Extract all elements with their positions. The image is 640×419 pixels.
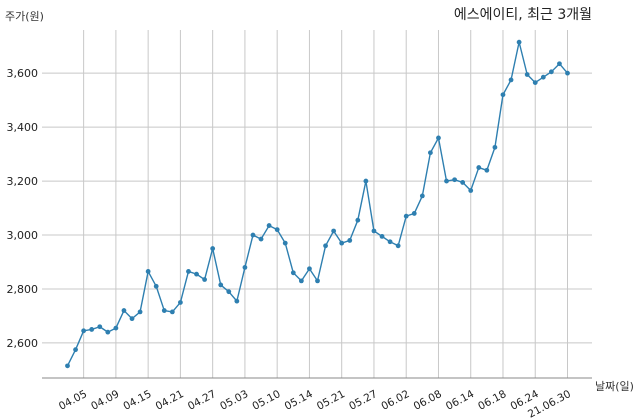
price-point bbox=[565, 70, 570, 76]
price-point bbox=[355, 217, 361, 223]
price-point bbox=[161, 308, 167, 313]
y-tick-label: 2,800 bbox=[7, 283, 39, 296]
price-series bbox=[65, 39, 570, 369]
price-point bbox=[274, 227, 280, 233]
price-point bbox=[548, 69, 554, 75]
price-point bbox=[540, 74, 546, 80]
price-point bbox=[371, 228, 377, 234]
y-tick-label: 3,600 bbox=[7, 67, 39, 80]
price-point bbox=[315, 278, 320, 284]
y-tick-labels: 2,600 2,800 3,000 3,200 3,400 3,600 bbox=[7, 67, 39, 350]
x-tick-label: 05.10 bbox=[250, 388, 282, 413]
price-point bbox=[226, 289, 232, 295]
x-tick-label: 06.02 bbox=[379, 388, 411, 413]
price-point bbox=[347, 238, 353, 243]
price-point bbox=[363, 178, 369, 184]
price-point bbox=[508, 77, 514, 83]
price-point bbox=[500, 92, 506, 98]
price-point bbox=[282, 240, 288, 246]
price-point bbox=[178, 300, 183, 305]
price-point bbox=[113, 325, 119, 331]
price-point bbox=[97, 324, 103, 330]
price-point bbox=[307, 266, 312, 272]
price-point bbox=[331, 228, 337, 234]
x-tick-labels: 04.05 04.09 04.15 04.21 04.27 05.03 05.10 05.14… bbox=[57, 388, 573, 419]
x-tick-label: 06.14 bbox=[444, 388, 476, 413]
price-point bbox=[379, 233, 385, 239]
x-tick-label: 05.21 bbox=[315, 388, 347, 413]
price-point bbox=[411, 211, 417, 216]
price-point bbox=[105, 329, 111, 335]
x-tick-label: 04.27 bbox=[186, 388, 218, 413]
price-point bbox=[484, 167, 490, 173]
price-point bbox=[476, 165, 482, 170]
price-point bbox=[73, 347, 78, 353]
price-point bbox=[492, 144, 498, 150]
price-point bbox=[460, 180, 466, 185]
price-point bbox=[258, 236, 264, 242]
price-point bbox=[532, 80, 538, 85]
price-point bbox=[65, 363, 70, 369]
x-tick-label: 04.15 bbox=[121, 388, 153, 413]
chart-title: 에스에이티, 최근 3개월 bbox=[454, 7, 592, 23]
price-point bbox=[387, 239, 393, 245]
price-point bbox=[202, 277, 208, 282]
price-point bbox=[339, 240, 345, 246]
price-point bbox=[452, 177, 457, 183]
y-tick-label: 3,200 bbox=[7, 175, 39, 188]
y-tick-label: 2,600 bbox=[7, 337, 39, 350]
x-tick-label: 04.05 bbox=[57, 388, 89, 413]
price-line bbox=[66, 41, 569, 367]
price-point bbox=[266, 223, 272, 228]
x-tick-label: 06.08 bbox=[412, 388, 444, 413]
x-tick-label: 05.27 bbox=[347, 388, 379, 413]
price-point bbox=[89, 327, 95, 332]
price-point bbox=[234, 298, 240, 304]
price-point bbox=[81, 328, 87, 334]
price-point bbox=[419, 193, 425, 199]
price-point bbox=[250, 232, 256, 238]
price-point bbox=[444, 178, 449, 184]
gridlines bbox=[42, 30, 592, 378]
price-point bbox=[436, 135, 441, 141]
price-point bbox=[145, 269, 151, 274]
price-point bbox=[218, 282, 224, 288]
x-tick-label: 05.14 bbox=[283, 388, 315, 413]
price-point bbox=[169, 309, 175, 315]
price-point bbox=[298, 278, 304, 284]
price-point bbox=[210, 246, 216, 251]
price-point bbox=[403, 213, 409, 219]
price-point bbox=[290, 270, 296, 276]
price-point bbox=[428, 150, 433, 156]
price-point bbox=[524, 72, 530, 77]
x-tick-label: 06.18 bbox=[476, 388, 508, 413]
price-point bbox=[323, 243, 328, 249]
price-point bbox=[186, 269, 191, 274]
price-point bbox=[516, 39, 522, 45]
price-point bbox=[194, 271, 199, 277]
price-point bbox=[129, 316, 135, 322]
price-point bbox=[557, 61, 562, 67]
y-axis-label: 주가(원) bbox=[5, 10, 44, 23]
x-tick-label: 04.09 bbox=[89, 388, 121, 413]
price-point bbox=[395, 243, 401, 249]
price-point bbox=[137, 309, 143, 315]
price-point bbox=[242, 265, 248, 270]
x-tick-label: 05.03 bbox=[218, 388, 250, 413]
price-point bbox=[468, 188, 474, 193]
price-point bbox=[121, 308, 127, 313]
y-tick-label: 3,000 bbox=[7, 229, 39, 242]
y-tick-label: 3,400 bbox=[7, 121, 39, 134]
x-axis-label: 날짜(일) bbox=[595, 379, 634, 393]
x-tick-label: 04.21 bbox=[154, 388, 186, 413]
price-point bbox=[153, 283, 159, 289]
